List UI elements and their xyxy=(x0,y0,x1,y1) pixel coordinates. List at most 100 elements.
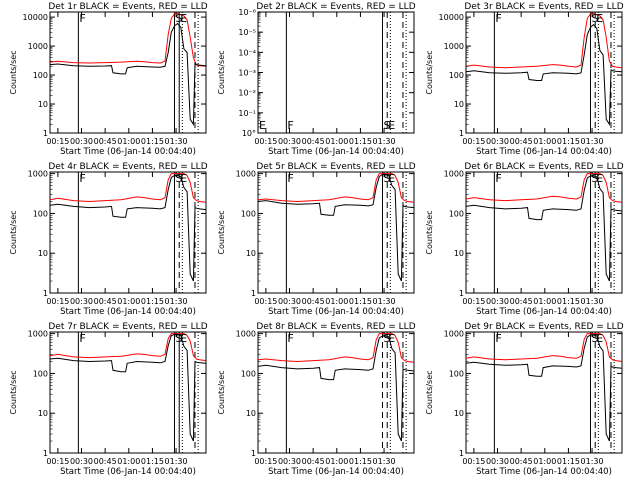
y-axis-title: Counts/sec xyxy=(425,370,434,414)
y-tick-label: 1 xyxy=(251,449,256,458)
y-tick-label: 10⁻⁴ xyxy=(238,48,256,57)
y-tick-label: 1000 xyxy=(236,330,256,339)
y-tick-label: 10 xyxy=(246,249,256,258)
x-axis-title: Start Time (06-Jan-14 00:04:40) xyxy=(60,467,196,477)
x-axis-title: Start Time (06-Jan-14 00:04:40) xyxy=(268,147,404,157)
plot-frame xyxy=(465,171,623,294)
x-tick-label: 01:30 xyxy=(373,297,396,306)
y-tick-label: 100 xyxy=(449,71,464,80)
plot-frame xyxy=(465,331,623,454)
y-tick-label: 1000 xyxy=(444,330,464,339)
marker-label: S xyxy=(175,12,182,25)
marker-label: S xyxy=(591,12,598,25)
marker-label: E xyxy=(596,332,603,345)
x-tick-label: 01:30 xyxy=(581,137,604,146)
x-tick-label: 01:15 xyxy=(349,297,372,306)
marker-label: S xyxy=(175,172,182,185)
series-events-line xyxy=(466,334,622,442)
x-tick-label: 00:15 xyxy=(254,457,277,466)
series-lld-line xyxy=(466,333,622,362)
x-tick-label: 01:15 xyxy=(349,137,372,146)
panel-title: Det 9r BLACK = Events, RED = LLD xyxy=(464,322,623,332)
x-tick-label: 00:45 xyxy=(510,297,533,306)
y-tick-label: 100 xyxy=(33,71,48,80)
x-axis-title: Start Time (06-Jan-14 00:04:40) xyxy=(476,467,612,477)
x-tick-label: 00:15 xyxy=(46,297,69,306)
plot-frame xyxy=(49,331,207,454)
marker-label: E xyxy=(596,172,603,185)
x-tick-label: 01:30 xyxy=(581,457,604,466)
y-tick-label: 1000 xyxy=(236,170,256,179)
panel-det-3r: Det 3r BLACK = Events, RED = LLD 1 10 100 10… xyxy=(425,2,624,157)
x-tick-label: 01:15 xyxy=(141,457,164,466)
plot-area xyxy=(466,12,622,133)
x-tick-label: 00:15 xyxy=(46,137,69,146)
x-tick-label: 01:15 xyxy=(349,457,372,466)
y-tick-label: 10 xyxy=(454,100,464,109)
y-tick-label: 10⁻³ xyxy=(238,69,256,78)
panel-det-6r: Det 6r BLACK = Events, RED = LLD 1 10 100 10… xyxy=(425,162,624,317)
plot-area xyxy=(50,332,206,453)
x-axis-title: Start Time (06-Jan-14 00:04:40) xyxy=(60,147,196,157)
x-tick-label: 00:45 xyxy=(94,297,117,306)
y-tick-label: 1 xyxy=(459,449,464,458)
x-tick-label: 00:30 xyxy=(70,457,93,466)
panel-title: Det 6r BLACK = Events, RED = LLD xyxy=(464,162,623,172)
y-tick-label: 1000 xyxy=(28,42,48,51)
x-tick-label: 00:15 xyxy=(46,457,69,466)
x-tick-label: 00:15 xyxy=(462,137,485,146)
plot-frame xyxy=(257,331,415,454)
series-events-line xyxy=(466,23,622,126)
marker-label: F xyxy=(495,332,501,345)
x-axis-title: Start Time (06-Jan-14 00:04:40) xyxy=(268,307,404,317)
x-tick-label: 01:00 xyxy=(533,137,556,146)
y-tick-label: 1000 xyxy=(444,42,464,51)
y-tick-label: 10° xyxy=(242,129,256,138)
x-tick-label: 01:00 xyxy=(325,297,348,306)
marker-label: E xyxy=(180,12,187,25)
panel-title: Det 5r BLACK = Events, RED = LLD xyxy=(256,162,415,172)
x-axis-title: Start Time (06-Jan-14 00:04:40) xyxy=(476,147,612,157)
x-tick-label: 01:30 xyxy=(373,137,396,146)
y-tick-label: 10 xyxy=(38,100,48,109)
y-tick-label: 10000 xyxy=(23,13,48,22)
marker-label: E xyxy=(259,119,266,132)
y-axis-title: Counts/sec xyxy=(217,210,226,254)
panel-title: Det 8r BLACK = Events, RED = LLD xyxy=(256,322,415,332)
x-tick-label: 00:15 xyxy=(254,137,277,146)
panel-det-7r: Det 7r BLACK = Events, RED = LLD 1 10 100 10… xyxy=(9,322,208,477)
series-lld-line xyxy=(50,333,206,362)
x-tick-label: 00:45 xyxy=(302,457,325,466)
marker-label: F xyxy=(79,172,85,185)
panel-title: Det 2r BLACK = Events, RED = LLD xyxy=(256,2,415,12)
y-axis-title: Counts/sec xyxy=(217,370,226,414)
plot-frame xyxy=(49,171,207,294)
marker-label: F xyxy=(287,172,293,185)
plot-area xyxy=(258,12,407,133)
panel-title: Det 4r BLACK = Events, RED = LLD xyxy=(48,162,207,172)
marker-label: F xyxy=(287,119,293,132)
x-tick-label: 00:30 xyxy=(278,137,301,146)
panel-det-4r: Det 4r BLACK = Events, RED = LLD 1 10 100 10… xyxy=(9,162,208,317)
marker-label: E xyxy=(388,119,395,132)
x-tick-label: 01:00 xyxy=(533,457,556,466)
y-tick-label: 1000 xyxy=(28,330,48,339)
marker-label: F xyxy=(287,332,293,345)
y-tick-label: 10000 xyxy=(439,13,464,22)
series-lld-line xyxy=(50,173,206,203)
x-tick-label: 00:15 xyxy=(462,297,485,306)
marker-label: F xyxy=(495,12,501,25)
y-axis-title: Counts/sec xyxy=(425,210,434,254)
y-axis-title: Counts/sec xyxy=(9,50,18,94)
marker-label: S xyxy=(383,172,390,185)
y-tick-label: 1 xyxy=(251,289,256,298)
x-tick-label: 00:30 xyxy=(486,137,509,146)
marker-label: E xyxy=(180,172,187,185)
x-tick-label: 00:45 xyxy=(510,137,533,146)
panel-det-8r: Det 8r BLACK = Events, RED = LLD 1 10 100 10… xyxy=(217,322,416,477)
y-tick-label: 10⁻⁶ xyxy=(238,8,256,17)
marker-label: F xyxy=(79,332,85,345)
series-events-line xyxy=(258,174,414,282)
y-tick-label: 1 xyxy=(43,449,48,458)
